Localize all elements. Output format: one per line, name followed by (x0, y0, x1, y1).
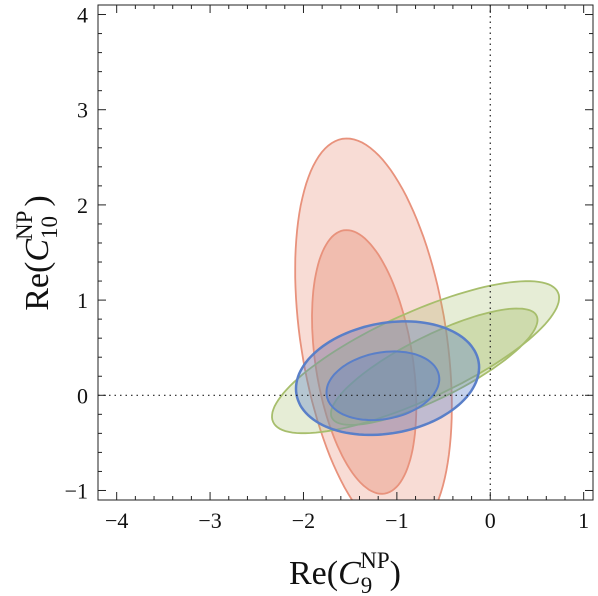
x-tick-label: 1 (578, 508, 589, 533)
y-axis-title-symbol: C (19, 239, 56, 262)
y-tick-label: 3 (77, 98, 88, 123)
x-tick-label: −2 (292, 508, 315, 533)
y-tick-label: 2 (77, 193, 88, 218)
x-tick-label: 0 (485, 508, 496, 533)
x-axis-title-symbol: C (338, 555, 361, 592)
y-axis-title-sub: 10 (37, 216, 62, 239)
y-tick-label: 0 (77, 383, 88, 408)
region-2 (271, 280, 561, 435)
axis-ticks (97, 5, 593, 500)
x-axis-title-prefix: Re( (289, 555, 338, 592)
y-axis-title: Re(C10NP) (12, 195, 62, 311)
x-axis-title: Re(C9NP) (289, 548, 401, 596)
x-axis-title-suffix: ) (390, 555, 401, 592)
x-tick-label: −4 (105, 508, 128, 533)
y-axis-title-suffix: ) (19, 195, 56, 206)
x-axis-title-sub: 9 (361, 573, 373, 596)
confidence-regions (271, 137, 561, 500)
region-1 (311, 229, 418, 495)
region-4 (294, 320, 481, 437)
y-axis-title-sup: NP (12, 211, 37, 240)
x-axis-title-sup: NP (360, 548, 389, 573)
y-tick-label: 4 (77, 3, 88, 28)
y-axis-title-prefix: Re( (19, 262, 56, 311)
region-5 (325, 350, 441, 422)
y-tick-label: −1 (65, 478, 88, 503)
plot-frame (97, 4, 594, 501)
tick-labels: −4 −3 −2 −1 0 1 −1 0 1 2 3 4 (65, 3, 590, 533)
x-tick-label: −3 (198, 508, 221, 533)
y-tick-label: 1 (77, 288, 88, 313)
reference-lines (98, 5, 593, 500)
x-tick-label: −1 (385, 508, 408, 533)
